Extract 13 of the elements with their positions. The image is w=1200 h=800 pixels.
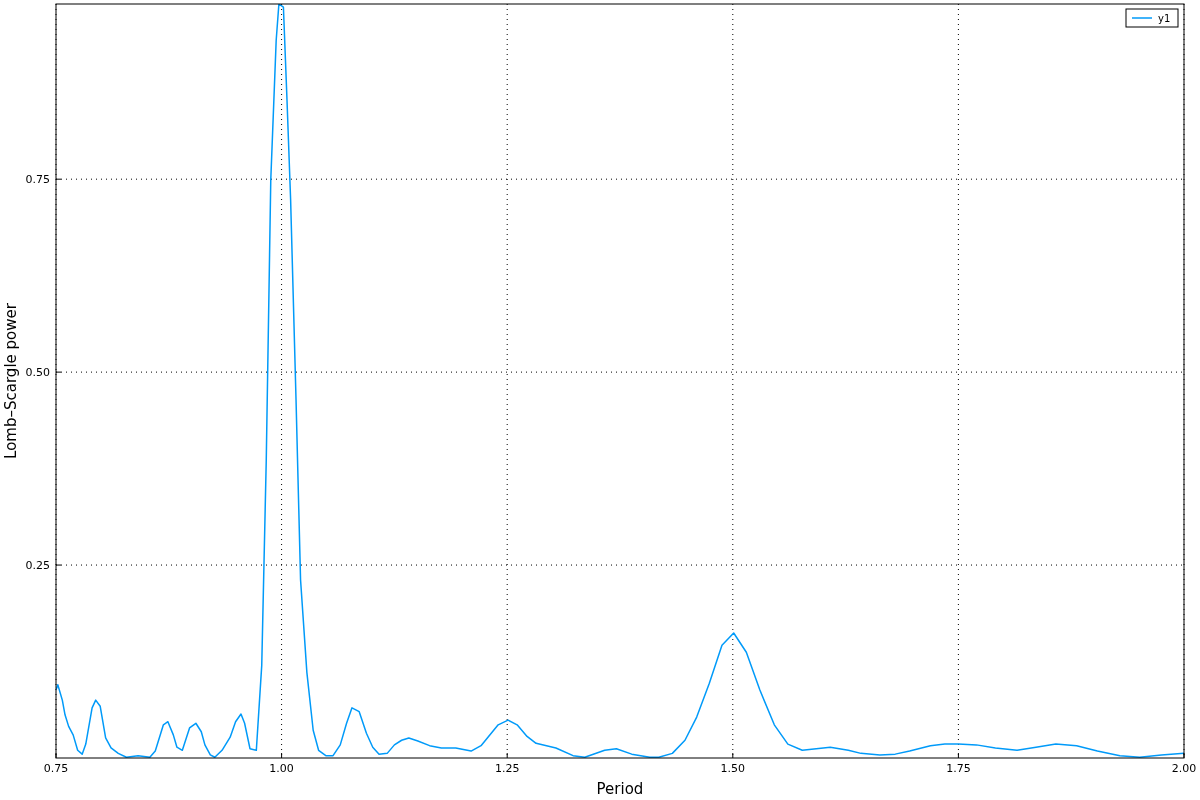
- x-tick-label: 1.00: [269, 762, 294, 775]
- x-tick-label: 1.25: [494, 762, 520, 775]
- x-tick-label: 0.75: [43, 762, 69, 775]
- x-tick-label: 1.75: [946, 762, 971, 775]
- y-axis-title: Lomb–Scargle power: [2, 302, 20, 459]
- y-tick-label: 0.25: [25, 559, 50, 573]
- y-tick-label: 0.50: [25, 366, 50, 380]
- x-tick-label: 2.00: [1171, 762, 1197, 775]
- y-tick-label: 0.75: [25, 173, 50, 187]
- legend-label: y1: [1158, 13, 1171, 24]
- line-series: [56, 4, 1184, 758]
- x-tick-label: 1.50: [720, 762, 746, 775]
- x-axis-title: Period: [596, 780, 644, 798]
